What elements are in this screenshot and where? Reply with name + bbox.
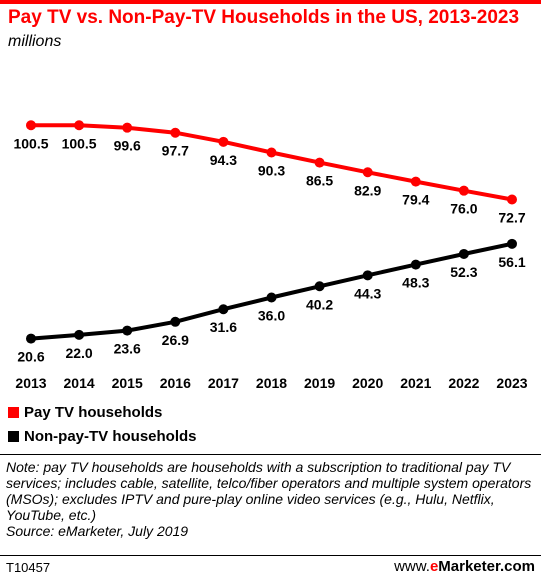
- emarketer-logo: www.eMarketer.com: [394, 558, 535, 575]
- data-label-non-pay-tv: 31.6: [210, 319, 237, 335]
- data-label-pay-tv: 100.5: [62, 135, 97, 151]
- data-label-pay-tv: 72.7: [498, 209, 525, 225]
- data-point-pay-tv: [26, 120, 36, 131]
- chart-code: T10457: [6, 560, 51, 575]
- data-label-non-pay-tv: 36.0: [258, 307, 285, 323]
- data-label-pay-tv: 99.6: [114, 138, 141, 154]
- data-label-pay-tv: 79.4: [402, 192, 429, 208]
- legend-swatch-pay-tv: [8, 407, 19, 418]
- data-label-pay-tv: 100.5: [13, 135, 48, 151]
- data-label-non-pay-tv: 40.2: [306, 296, 333, 312]
- legend-item-pay-tv: Pay TV households: [8, 404, 162, 421]
- data-point-pay-tv: [362, 167, 373, 178]
- data-label-non-pay-tv: 23.6: [114, 341, 141, 357]
- data-point-pay-tv: [507, 194, 517, 205]
- note-divider: [0, 454, 541, 455]
- x-tick-label: 2022: [448, 375, 479, 391]
- x-tick-label: 2018: [256, 375, 287, 391]
- data-label-non-pay-tv: 44.3: [354, 285, 381, 301]
- legend-item-non-pay-tv: Non-pay-TV households: [8, 428, 197, 445]
- data-point-non-pay-tv: [410, 259, 421, 270]
- data-point-non-pay-tv: [26, 333, 36, 344]
- data-point-non-pay-tv: [218, 304, 229, 315]
- data-point-non-pay-tv: [266, 292, 277, 303]
- x-tick-label: 2023: [496, 375, 527, 391]
- data-label-pay-tv: 86.5: [306, 173, 333, 189]
- chart-note: Note: pay TV households are households w…: [6, 459, 536, 539]
- data-label-non-pay-tv: 48.3: [402, 275, 429, 291]
- x-tick-label: 2015: [112, 375, 143, 391]
- legend-label-pay-tv: Pay TV households: [24, 404, 163, 421]
- top-accent-rule: [0, 0, 541, 4]
- x-tick-label: 2020: [352, 375, 383, 391]
- data-point-non-pay-tv: [170, 316, 181, 327]
- data-label-pay-tv: 94.3: [210, 152, 237, 168]
- data-label-pay-tv: 76.0: [450, 201, 477, 217]
- chart-title: Pay TV vs. Non-Pay-TV Households in the …: [8, 7, 520, 28]
- x-tick-label: 2019: [304, 375, 335, 391]
- x-tick-label: 2021: [400, 375, 431, 391]
- source-text: Source: eMarketer, July 2019: [6, 523, 189, 539]
- data-point-pay-tv: [266, 147, 277, 158]
- data-point-non-pay-tv: [74, 329, 85, 340]
- line-chart: 100.5 100.5 99.6 97.7 94.3 90.3 86.5 82.9 79.4 76…: [13, 120, 528, 391]
- data-point-non-pay-tv: [122, 325, 133, 336]
- data-point-pay-tv: [122, 122, 133, 133]
- data-point-non-pay-tv: [507, 238, 517, 249]
- data-point-non-pay-tv: [362, 270, 373, 281]
- series-line-non-pay-tv: [29, 241, 514, 341]
- footer: T10457 www.eMarketer.com: [0, 555, 541, 580]
- data-label-pay-tv: 90.3: [258, 162, 285, 178]
- data-point-non-pay-tv: [458, 248, 469, 259]
- data-point-pay-tv: [218, 136, 229, 147]
- data-point-pay-tv: [74, 120, 85, 131]
- data-label-non-pay-tv: 56.1: [498, 254, 525, 270]
- data-label-non-pay-tv: 20.6: [17, 349, 44, 365]
- data-label-non-pay-tv: 52.3: [450, 264, 477, 280]
- x-tick-label: 2016: [160, 375, 191, 391]
- data-point-pay-tv: [458, 185, 469, 196]
- chart-subtitle: millions: [8, 33, 62, 50]
- logo-prefix: www.: [394, 558, 430, 575]
- data-point-non-pay-tv: [314, 281, 325, 292]
- data-label-non-pay-tv: 26.9: [162, 332, 189, 348]
- x-tick-label: 2013: [15, 375, 46, 391]
- legend-swatch-non-pay-tv: [8, 431, 19, 442]
- logo-rest: Marketer.com: [438, 558, 535, 575]
- note-text: Note: pay TV households are households w…: [6, 459, 532, 523]
- data-point-pay-tv: [314, 157, 325, 168]
- data-label-pay-tv: 97.7: [162, 143, 189, 159]
- legend-label-non-pay-tv: Non-pay-TV households: [24, 428, 197, 445]
- data-label-non-pay-tv: 22.0: [65, 345, 92, 361]
- x-tick-label: 2014: [64, 375, 95, 391]
- data-label-pay-tv: 82.9: [354, 182, 381, 198]
- logo-e: e: [429, 558, 439, 575]
- data-point-pay-tv: [410, 176, 421, 187]
- x-tick-label: 2017: [208, 375, 239, 391]
- data-point-pay-tv: [170, 127, 181, 138]
